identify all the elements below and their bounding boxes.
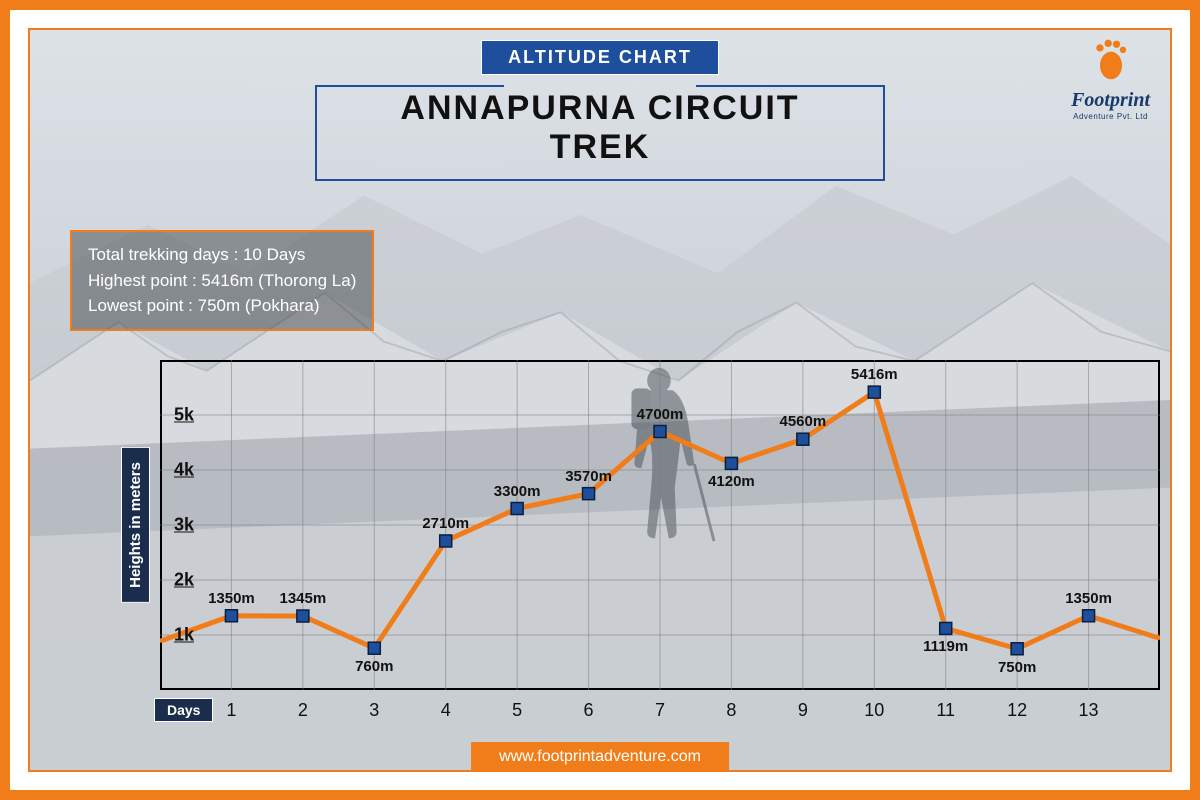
brand-name: Footprint (1071, 89, 1150, 112)
x-axis-label: Days (154, 698, 213, 722)
x-tick-day: 3 (369, 700, 379, 721)
outer-frame: ALTITUDE CHART ANNAPURNA CIRCUIT TREK Fo… (0, 0, 1200, 800)
x-tick-day: 11 (936, 700, 955, 721)
data-point-label: 1350m (1065, 590, 1112, 607)
badge-altitude-chart: ALTITUDE CHART (481, 40, 719, 75)
info-highest: Highest point : 5416m (Thorong La) (88, 268, 356, 294)
data-point-label: 760m (355, 658, 393, 675)
data-point-label: 1350m (208, 590, 255, 607)
y-tick: 1k (174, 625, 194, 646)
x-tick-day: 2 (298, 700, 308, 721)
x-tick-day: 6 (584, 700, 594, 721)
x-tick-day: 1 (226, 700, 236, 721)
trek-info-box: Total trekking days : 10 Days Highest po… (70, 230, 374, 331)
data-point-label: 1119m (923, 638, 968, 655)
x-axis: Days 12345678910111213 (160, 698, 1160, 728)
footprint-icon (1088, 36, 1134, 82)
x-tick-day: 8 (726, 700, 736, 721)
x-tick-day: 4 (441, 700, 451, 721)
data-point-label: 5416m (851, 366, 898, 383)
brand-logo: Footprint Adventure Pvt. Ltd (1071, 36, 1150, 121)
data-point-label: 3300m (494, 483, 541, 500)
title-frame: ANNAPURNA CIRCUIT TREK (315, 85, 885, 181)
y-tick: 4k (174, 460, 194, 481)
y-tick: 3k (174, 515, 194, 536)
x-tick-day: 7 (655, 700, 665, 721)
x-tick-day: 5 (512, 700, 522, 721)
y-tick: 5k (174, 405, 194, 426)
footer-url: www.footprintadventure.com (471, 742, 729, 772)
x-tick-day: 9 (798, 700, 808, 721)
data-point-label: 750m (998, 659, 1036, 676)
data-point-label: 4120m (708, 473, 755, 490)
x-tick-day: 10 (864, 700, 884, 721)
data-point-label: 4560m (779, 413, 826, 430)
header: ALTITUDE CHART ANNAPURNA CIRCUIT TREK (315, 40, 885, 181)
altitude-chart: 1k 2k 3k 4k 5k 1350m 1345m 760m 2710m 3300m 3570m 4… (160, 360, 1160, 690)
x-tick-day: 12 (1007, 700, 1027, 721)
info-lowest: Lowest point : 750m (Pokhara) (88, 293, 356, 319)
page-title: ANNAPURNA CIRCUIT TREK (347, 89, 853, 167)
y-tick: 2k (174, 570, 194, 591)
inner-frame: ALTITUDE CHART ANNAPURNA CIRCUIT TREK Fo… (28, 28, 1172, 772)
x-tick-day: 13 (1079, 700, 1099, 721)
y-axis-label: Heights in meters (121, 447, 150, 603)
data-point-label: 2710m (422, 515, 469, 532)
brand-sub: Adventure Pvt. Ltd (1071, 112, 1150, 121)
info-trek-days: Total trekking days : 10 Days (88, 242, 356, 268)
data-point-label: 1345m (279, 590, 326, 607)
y-axis-label-container: Heights in meters (118, 360, 152, 690)
data-point-label: 3570m (565, 468, 612, 485)
data-point-label: 4700m (637, 406, 684, 423)
